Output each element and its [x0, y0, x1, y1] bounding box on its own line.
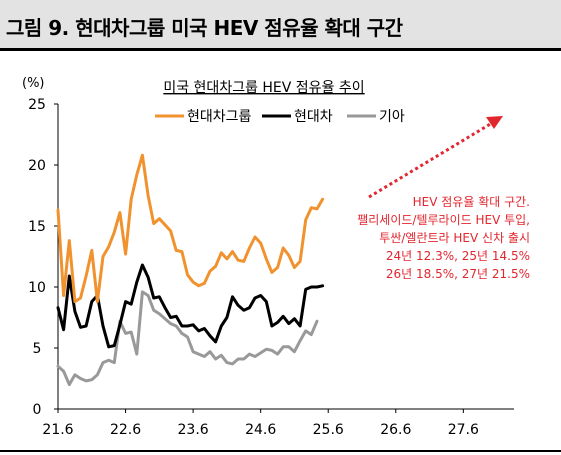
y-tick-label: 5	[33, 341, 42, 357]
legend: 현대차그룹 현대차 기아	[155, 109, 405, 125]
annotation-line: 24년 12.3%, 25년 14.5%	[386, 249, 530, 263]
chart-title: 미국 현대차그룹 HEV 점유율 추이	[163, 80, 364, 96]
x-tick-label: 21.6	[42, 422, 73, 438]
y-unit-label: (%)	[22, 76, 45, 91]
x-tick-label: 27.6	[448, 422, 479, 438]
annotation-line: 투싼/엘란트라 HEV 신차 출시	[379, 231, 530, 245]
x-tick-label: 25.6	[313, 422, 344, 438]
annotation: HEV 점유율 확대 구간. 팰리세이드/텔루라이드 HEV 투입, 투싼/엘란트라…	[357, 116, 530, 281]
series-line-kia	[56, 290, 319, 387]
header-background	[0, 0, 561, 48]
series-lines	[56, 153, 325, 387]
x-tick-label: 23.6	[178, 422, 209, 438]
legend-label-hyundai: 현대차	[294, 109, 333, 125]
y-tick-label: 25	[28, 97, 46, 113]
header-rule	[0, 48, 561, 51]
annotation-arrow-head	[486, 116, 503, 129]
x-tick-label: 26.6	[380, 422, 411, 438]
y-tick-label: 0	[33, 402, 42, 418]
x-tick-label: 22.6	[110, 422, 141, 438]
y-tick-label: 10	[28, 280, 46, 296]
series-line-hyundai-group	[56, 153, 325, 304]
figure-header: 그림 9. 현대차그룹 미국 HEV 점유율 확대 구간	[0, 0, 561, 52]
annotation-line: 26년 18.5%, 27년 21.5%	[386, 267, 530, 281]
x-axis: 21.6 22.6 23.6 24.6 25.6 26.6 27.6	[42, 408, 514, 438]
annotation-text: HEV 점유율 확대 구간. 팰리세이드/텔루라이드 HEV 투입, 투싼/엘란트라…	[357, 195, 530, 281]
annotation-line: 팰리세이드/텔루라이드 HEV 투입,	[357, 213, 530, 227]
annotation-arrow-line	[368, 121, 493, 199]
legend-label-hyundai-group: 현대차그룹	[187, 109, 252, 125]
figure-title: 그림 9. 현대차그룹 미국 HEV 점유율 확대 구간	[6, 16, 403, 40]
y-axis: 0 5 10 15 20 25	[28, 97, 59, 418]
x-tick-label: 24.6	[245, 422, 276, 438]
y-tick-label: 20	[28, 158, 46, 174]
legend-label-kia: 기아	[379, 109, 405, 125]
series-line-hyundai	[56, 263, 325, 349]
annotation-line: HEV 점유율 확대 구간.	[413, 195, 530, 209]
y-tick-label: 15	[28, 219, 46, 235]
